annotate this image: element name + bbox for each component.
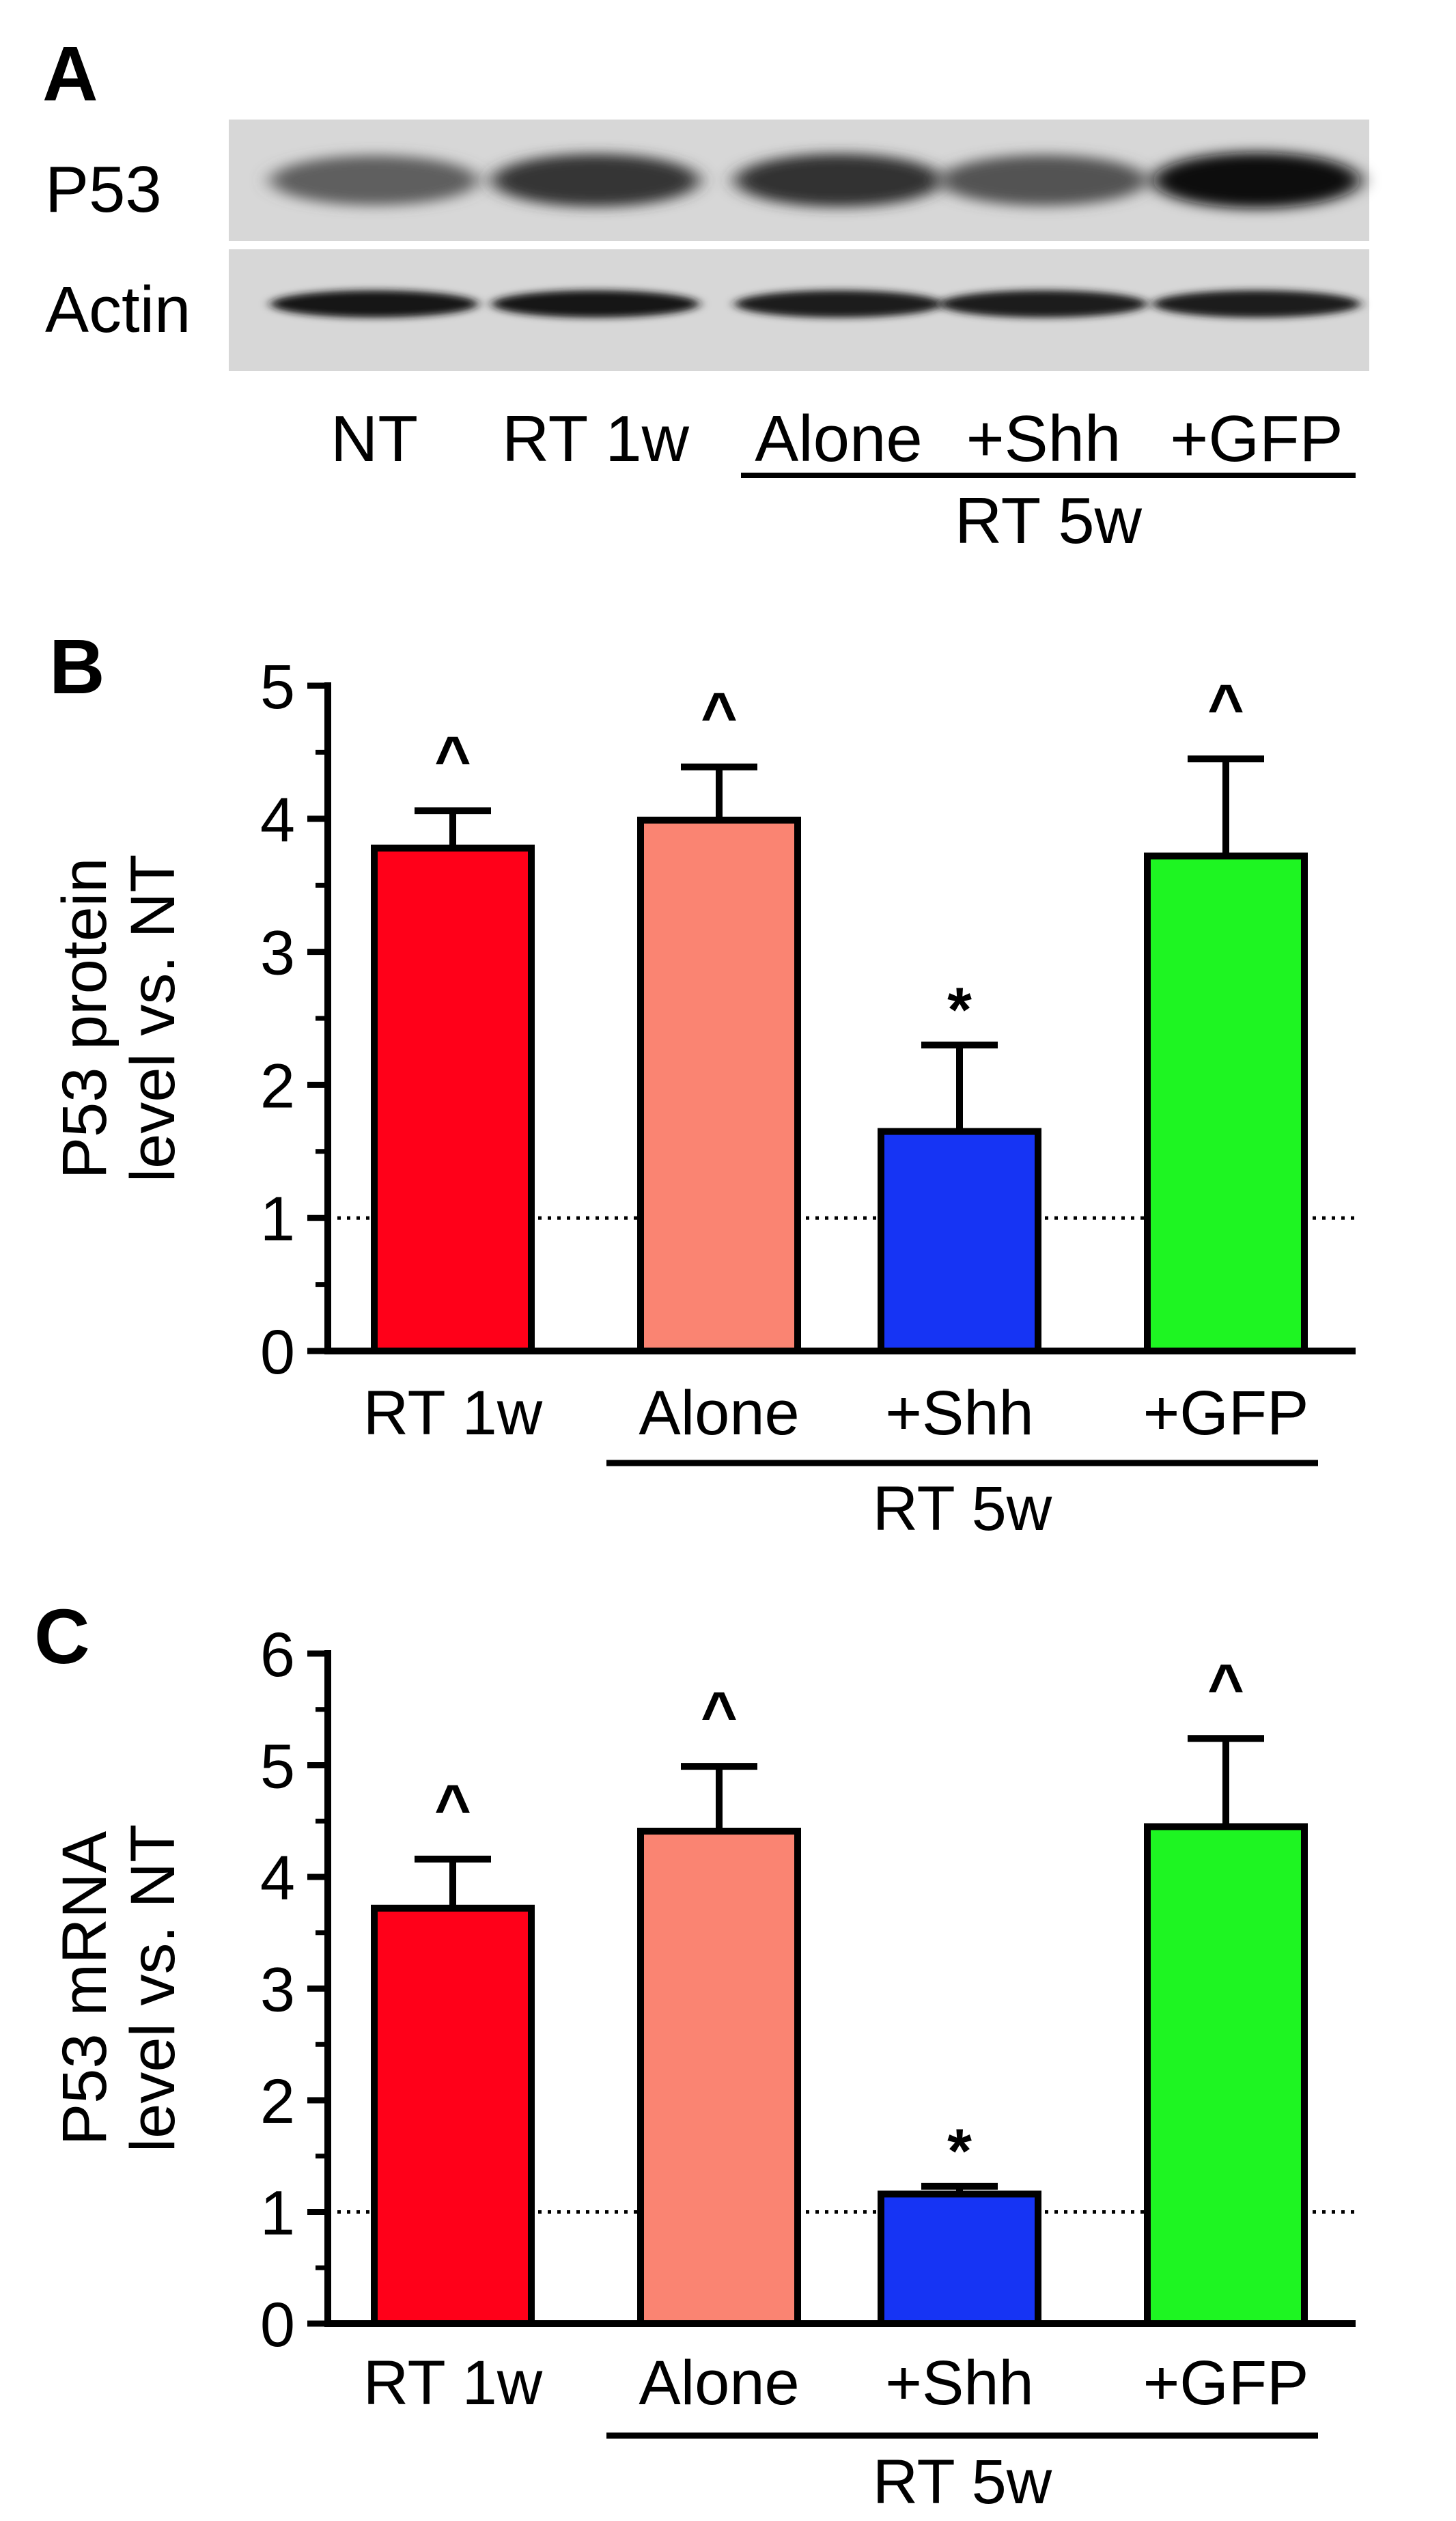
chart1-category-label-shh: +Shh	[885, 2348, 1033, 2418]
chart0-significance-gfp: ^	[1207, 672, 1244, 742]
chart0-y-tick-label-5: 5	[260, 652, 295, 722]
group-label-a: RT 5w	[955, 484, 1143, 557]
chart1-significance-shh: *	[947, 2117, 972, 2186]
lane-label-gfp: +GFP	[1170, 402, 1343, 475]
chart1-group-label: RT 5w	[873, 2447, 1052, 2517]
lane-label-shh: +Shh	[966, 402, 1121, 475]
blot-band-actin-3	[940, 290, 1147, 318]
chart1-bar-gfp	[1144, 1823, 1308, 2328]
chart0-bar-shh	[878, 1128, 1041, 1354]
chart0-bar-alone	[637, 816, 801, 1355]
chart1-significance-gfp: ^	[1207, 1652, 1244, 1721]
chart1-bar-shh	[878, 2190, 1041, 2328]
chart1-category-label-alone: Alone	[639, 2348, 799, 2418]
chart1-significance-alone: ^	[701, 1680, 738, 1749]
lane-label-nt: NT	[331, 402, 418, 475]
chart0-group-label: RT 5w	[873, 1474, 1052, 1544]
panel-letter-b: B	[49, 624, 105, 710]
chart0-category-label-alone: Alone	[639, 1378, 799, 1448]
chart0-y-tick-label-4: 4	[260, 785, 295, 855]
chart0-y-tick-label-0: 0	[260, 1318, 295, 1387]
panel-a-western-blot: A P53 Actin NT RT 1w Alone +Shh +GFP RT …	[42, 31, 1369, 557]
blot-band-actin-4	[1153, 290, 1360, 318]
blot-band-actin-2	[735, 290, 942, 318]
blot-band-actin-1	[492, 290, 699, 318]
chart1-category-label-rt-1w: RT 1w	[363, 2348, 543, 2418]
chart0-significance-alone: ^	[701, 680, 738, 750]
blot-bands-actin	[270, 290, 1360, 318]
chart1-y-tick-label-6: 6	[260, 1620, 295, 1690]
chart0-bar-gfp	[1144, 852, 1308, 1354]
lane-label-alone: Alone	[755, 402, 923, 475]
lane-label-rt1w: RT 1w	[502, 402, 690, 475]
chart0-y-axis-title-line-1: P53 protein	[50, 858, 120, 1180]
blot-band-p53-1	[492, 154, 699, 207]
chart1-y-tick-label-0: 0	[260, 2290, 295, 2360]
blot-row-label-actin: Actin	[45, 273, 191, 346]
panel-letter-a: A	[42, 31, 98, 117]
chart1-y-tick-label-5: 5	[260, 1732, 295, 1802]
chart1-y-axis-title-line-1: P53 mRNA	[50, 1830, 120, 2145]
blot-band-p53-4	[1153, 152, 1360, 208]
chart0-y-tick-label-2: 2	[260, 1051, 295, 1121]
chart0-y-tick-label-1: 1	[260, 1184, 295, 1254]
chart1-category-label-gfp: +GFP	[1143, 2348, 1309, 2418]
chart0-category-label-shh: +Shh	[885, 1378, 1033, 1448]
chart0-y-tick-label-3: 3	[260, 919, 295, 988]
blot-band-actin-0	[270, 290, 478, 318]
chart0-bar-rt-1w	[371, 844, 535, 1354]
chart1-y-axis-title-line-2: level vs. NT	[118, 1824, 188, 2153]
chart0-significance-rt-1w: ^	[434, 724, 471, 794]
blot-band-p53-2	[735, 154, 942, 207]
chart1-bar-rt-1w	[371, 1904, 535, 2327]
chart1-bar-alone	[637, 1827, 801, 2328]
chart0-y-axis-title-line-2: level vs. NT	[118, 854, 188, 1183]
blot-row-label-p53: P53	[45, 153, 162, 226]
chart1-y-tick-label-2: 2	[260, 2067, 295, 2136]
chart1-y-tick-label-4: 4	[260, 1843, 295, 1913]
blot-band-p53-0	[270, 155, 478, 206]
chart0-category-label-gfp: +GFP	[1143, 1378, 1309, 1448]
panel-letter-c: C	[34, 1593, 90, 1680]
chart1-significance-rt-1w: ^	[434, 1772, 471, 1842]
chart1-y-tick-label-3: 3	[260, 1955, 295, 2025]
panel-b-bar-chart: B ^ RT 1w ^ Alone * +Shh ^ +GFP 0 1 2 3 4 5 P53 protei…	[49, 624, 1356, 1544]
chart0-category-label-rt-1w: RT 1w	[363, 1378, 543, 1448]
chart0-significance-shh: *	[947, 975, 972, 1045]
blot-band-p53-3	[940, 154, 1147, 206]
chart1-y-tick-label-1: 1	[260, 2179, 295, 2248]
panel-c-bar-chart: C ^ RT 1w ^ Alone * +Shh ^ +GFP 0 1 2 3 4 5 6 P53 mRNAl…	[34, 1593, 1356, 2517]
blot-bands-p53	[270, 152, 1360, 208]
